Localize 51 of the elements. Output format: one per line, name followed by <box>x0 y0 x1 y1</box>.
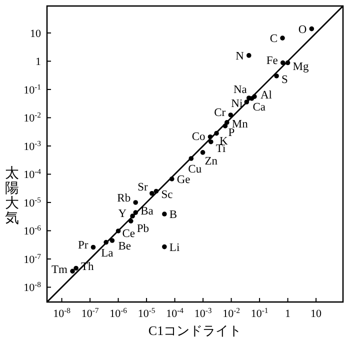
annotation: Pb <box>136 223 150 236</box>
annotation: Sc <box>161 189 173 202</box>
annotation: Mg <box>292 60 310 73</box>
y-tick-label: 10$^{-2}$ <box>24 110 42 125</box>
x-tick-label: 10$^{-4}$ <box>166 306 184 320</box>
annotation: Fe <box>266 54 278 67</box>
annotation: Ni <box>231 98 243 110</box>
annotation: Na <box>233 84 247 96</box>
annotation: Be <box>118 240 131 253</box>
y-tick-label: 1 <box>36 56 41 68</box>
annotation: P <box>228 126 235 139</box>
y-tick-label: 10$^{-6}$ <box>24 223 42 238</box>
x-tick-label: 10$^{-5}$ <box>138 306 156 320</box>
annotation: Sr <box>138 181 148 194</box>
x-tick-label: 10$^{-6}$ <box>110 306 128 320</box>
x-tick-label: 1 <box>285 308 291 320</box>
annotation: C <box>270 33 278 46</box>
x-tick-label: 10$^{-7}$ <box>81 306 99 320</box>
x-tick-label: 10$^{-1}$ <box>250 306 268 320</box>
y-tick-label: 10$^{-7}$ <box>24 251 42 266</box>
x-tick-label: 10 <box>310 308 322 320</box>
annotation: Ca <box>252 101 266 114</box>
annotation: Rb <box>117 192 131 204</box>
annotation: Ge <box>176 174 190 186</box>
annotation: O <box>298 24 307 36</box>
y-tick-label: 10$^{-3}$ <box>24 138 42 153</box>
y-axis-title: 太陽大気 <box>5 166 19 226</box>
annotation: Co <box>192 130 206 143</box>
x-tick-label: 10$^{-8}$ <box>53 306 71 320</box>
annotation: Ce <box>122 228 136 240</box>
annotation: B <box>169 209 178 222</box>
annotation: S <box>282 74 288 86</box>
y-tick-label: 10$^{-5}$ <box>24 194 42 210</box>
y-tick-label: 10$^{-4}$ <box>24 166 42 182</box>
annotation: Y <box>118 208 128 220</box>
annotation: Ba <box>140 206 154 218</box>
annotation: Zn <box>204 155 218 168</box>
annotation: Pr <box>78 239 88 252</box>
annotation: Cu <box>188 164 202 176</box>
y-tick-label: 10$^{-8}$ <box>24 280 42 294</box>
annotation: N <box>236 50 245 62</box>
annotation: Li <box>169 242 180 254</box>
annotation: Tm <box>52 264 68 276</box>
y-tick-label: 10$^{-1}$ <box>24 82 42 96</box>
annotation: Cr <box>214 106 226 119</box>
y-tick-label: 10 <box>30 28 42 40</box>
annotation: La <box>101 247 114 260</box>
annotation: Al <box>260 90 272 102</box>
x-axis-title: C1コンドライト <box>148 323 242 338</box>
x-tick-label: 10$^{-3}$ <box>194 306 212 320</box>
x-tick-label: 10$^{-2}$ <box>222 306 240 320</box>
